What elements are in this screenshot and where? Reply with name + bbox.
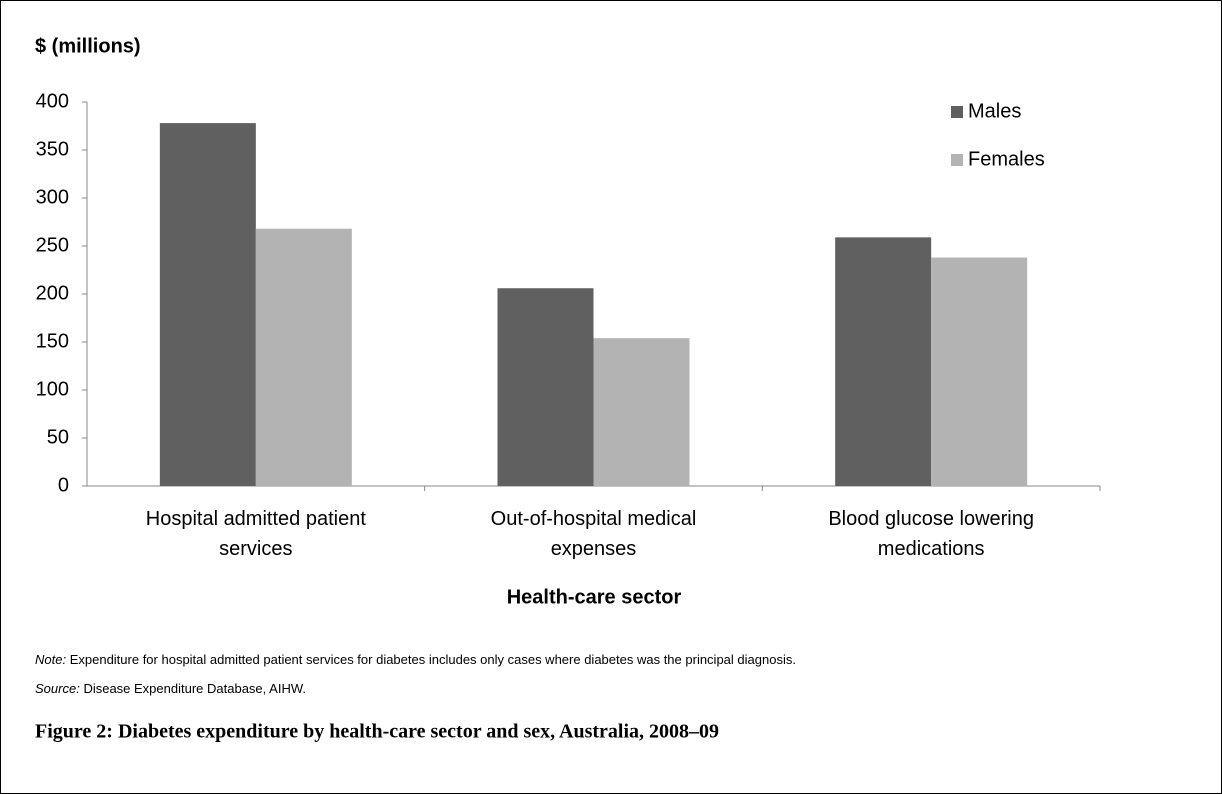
y-tick-label: 0	[58, 474, 69, 496]
bar	[931, 257, 1028, 486]
x-tick-label-box: Hospital admitted patient services	[145, 508, 366, 560]
y-tick-label: 50	[47, 426, 69, 448]
y-tick-label: 300	[36, 186, 69, 208]
bar	[255, 228, 352, 486]
y-tick-label: 400	[36, 90, 69, 112]
legend-label: Males	[968, 100, 1021, 122]
y-tick-label: 250	[36, 234, 69, 256]
legend-swatch	[951, 106, 963, 118]
y-tick-label: 100	[36, 378, 69, 400]
note-text: Expenditure for hospital admitted patien…	[70, 652, 796, 667]
bar	[593, 338, 690, 486]
bar	[497, 288, 594, 486]
y-tick-label: 350	[36, 138, 69, 160]
legend-label: Females	[968, 148, 1045, 170]
source: Source: Disease Expenditure Database, AI…	[35, 681, 306, 696]
y-axis-title: $ (millions)	[35, 35, 141, 57]
x-tick-label: Hospital admitted patient services	[145, 508, 366, 560]
bar	[159, 123, 256, 487]
note-label: Note:	[35, 652, 66, 667]
caption: Figure 2: Diabetes expenditure by health…	[35, 721, 719, 743]
y-tick-label: 150	[36, 330, 69, 352]
x-tick-label: Blood glucose lowering medications	[828, 508, 1034, 560]
legend-swatch	[951, 154, 963, 166]
x-tick-label: Out-of-hospital medical expenses	[490, 508, 697, 560]
x-tick-label-box: Out-of-hospital medical expenses	[490, 508, 697, 560]
note: Note: Expenditure for hospital admitted …	[35, 652, 796, 667]
x-tick-label-box: Blood glucose lowering medications	[828, 508, 1034, 560]
x-axis-title: Health-care sector	[507, 586, 682, 608]
source-label: Source:	[35, 681, 80, 696]
y-tick-label: 200	[36, 282, 69, 304]
bar	[835, 237, 932, 486]
source-text: Disease Expenditure Database, AIHW.	[83, 681, 306, 696]
